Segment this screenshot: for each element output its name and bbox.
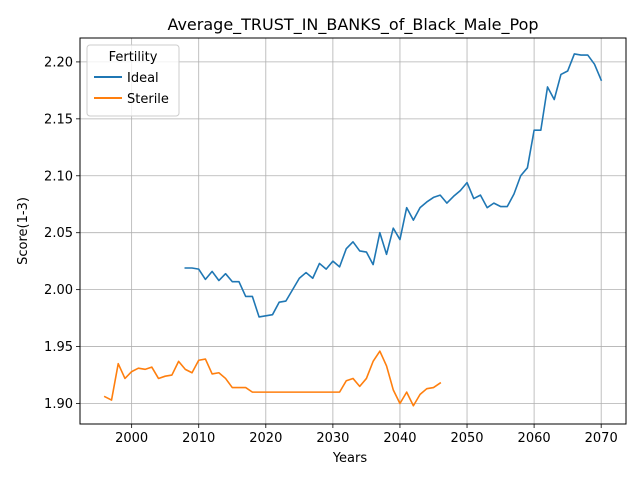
- x-tick-label: 2030: [316, 431, 349, 446]
- chart-title: Average_TRUST_IN_BANKS_of_Black_Male_Pop: [167, 15, 538, 35]
- y-tick-label: 1.95: [44, 340, 73, 355]
- y-tick-label: 2.10: [44, 169, 73, 184]
- y-tick-label: 2.05: [44, 226, 73, 241]
- y-tick-label: 2.20: [44, 55, 73, 70]
- plot-frame: [79, 37, 627, 425]
- legend: Fertility Ideal Sterile: [86, 44, 180, 117]
- x-tick-label: 2000: [115, 431, 148, 446]
- legend-title: Fertility: [109, 50, 158, 65]
- y-tick-label: 1.90: [44, 397, 73, 412]
- x-tick-label: 2010: [182, 431, 215, 446]
- x-tick-label: 2050: [450, 431, 483, 446]
- series-lines: [103, 53, 603, 407]
- x-tick-label: 2060: [518, 431, 551, 446]
- y-axis-ticks: 1.90 1.95 2.00 2.05 2.10 2.15 2.20: [44, 55, 80, 412]
- x-axis-ticks: 2000 2010 2020 2030 2040 2050 2060 2070: [115, 424, 618, 446]
- x-tick-label: 2040: [383, 431, 416, 446]
- x-axis-title: Years: [332, 451, 368, 466]
- y-tick-label: 2.00: [44, 283, 73, 298]
- legend-label-sterile: Sterile: [127, 92, 169, 107]
- x-tick-label: 2070: [585, 431, 618, 446]
- y-tick-label: 2.15: [44, 112, 73, 127]
- series-line-sterile: [103, 350, 442, 407]
- legend-label-ideal: Ideal: [127, 71, 159, 86]
- grid: [80, 38, 626, 424]
- series-line-ideal: [184, 53, 603, 318]
- x-tick-label: 2020: [249, 431, 282, 446]
- y-axis-title: Score(1-3): [16, 197, 31, 265]
